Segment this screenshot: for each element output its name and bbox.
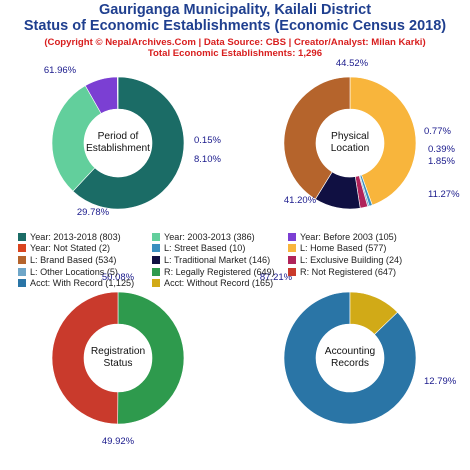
slice-percent-label: 1.85% bbox=[428, 156, 455, 167]
legend-item: Acct: With Record (1,125) bbox=[18, 277, 152, 289]
legend-label: L: Brand Based (534) bbox=[30, 254, 117, 265]
legend-item: L: Street Based (10) bbox=[152, 243, 288, 255]
legend-label: Year: Not Stated (2) bbox=[30, 243, 111, 254]
slice-percent-label: 50.08% bbox=[102, 272, 135, 283]
legend-label: L: Home Based (577) bbox=[300, 243, 387, 254]
donut-center-label: Records bbox=[331, 358, 369, 369]
legend-swatch bbox=[18, 279, 26, 288]
legend-swatch bbox=[152, 244, 160, 253]
legend-swatch bbox=[288, 267, 296, 276]
slice-percent-label: 0.77% bbox=[424, 126, 451, 137]
legend: Year: 2013-2018 (803) Year: 2003-2013 (38… bbox=[18, 231, 463, 289]
donut-hole bbox=[316, 324, 384, 392]
legend-item: L: Brand Based (534) bbox=[18, 254, 152, 266]
donut-slice bbox=[72, 76, 185, 210]
copyright-line: (Copyright © NepalArchives.Com | Data So… bbox=[44, 37, 426, 48]
donut-1: 44.52% 0.77% 0.39%1.85% 11.27% 41.20% Physica… bbox=[283, 58, 460, 210]
legend-label: Acct: Without Record (165) bbox=[164, 278, 274, 289]
legend-swatch bbox=[18, 267, 26, 276]
legend-swatch bbox=[152, 267, 160, 276]
legend-label: Year: 2003-2013 (386) bbox=[164, 231, 255, 242]
donut-hole bbox=[84, 109, 152, 177]
legend-label: Year: 2013-2018 (803) bbox=[30, 231, 121, 242]
legend-label: R: Not Registered (647) bbox=[300, 266, 397, 277]
legend-item: Year: Before 2003 (105) bbox=[288, 231, 463, 243]
slice-percent-label: 44.52% bbox=[336, 58, 369, 69]
donut-center-label: Status bbox=[104, 358, 133, 369]
donut-center-label: Physical bbox=[331, 131, 369, 142]
chart-title-line1: Gauriganga Municipality, Kailali Distric… bbox=[98, 2, 372, 18]
donut-center-label: Accounting bbox=[325, 346, 376, 357]
legend-item: L: Home Based (577) bbox=[288, 243, 463, 255]
donut-hole bbox=[316, 109, 384, 177]
chart-title-line2: Status of Economic Establishments (Econo… bbox=[23, 18, 447, 34]
donut-center-label: Registration bbox=[91, 346, 145, 357]
legend-swatch bbox=[152, 279, 160, 288]
donut-center-label: Period of bbox=[98, 131, 139, 142]
donut-center-label: Establishment bbox=[86, 143, 150, 154]
slice-percent-label: 11.27% bbox=[428, 189, 460, 200]
legend-item: Year: 2003-2013 (386) bbox=[152, 231, 288, 243]
legend-swatch bbox=[18, 244, 26, 253]
legend-label: Acct: With Record (1,125) bbox=[30, 278, 135, 289]
total-establishments: Total Economic Establishments: 1,296 bbox=[147, 48, 323, 59]
legend-item: L: Traditional Market (146) bbox=[152, 254, 288, 266]
legend-label: R: Legally Registered (649) bbox=[164, 266, 275, 277]
legend-item: Year: 2013-2018 (803) bbox=[18, 231, 152, 243]
legend-row: Acct: With Record (1,125) Acct: Without R… bbox=[18, 277, 463, 289]
legend-swatch bbox=[18, 232, 26, 241]
donut-0: 61.96% 29.78% 8.10% 0.15% Period ofEstablish… bbox=[44, 65, 222, 218]
slice-percent-label: 41.20% bbox=[284, 195, 317, 206]
legend-label: L: Exclusive Building (24) bbox=[300, 254, 403, 265]
legend-item: R: Not Registered (647) bbox=[288, 266, 463, 278]
legend-row: Year: 2013-2018 (803) Year: 2003-2013 (38… bbox=[18, 231, 463, 243]
legend-label: L: Other Locations (5) bbox=[30, 266, 118, 277]
slice-percent-label: 87.21% bbox=[260, 272, 293, 283]
legend-swatch bbox=[18, 255, 26, 264]
legend-swatch bbox=[152, 255, 160, 264]
legend-label: L: Street Based (10) bbox=[164, 243, 246, 254]
legend-label: Year: Before 2003 (105) bbox=[300, 231, 397, 242]
legend-item: Acct: Without Record (165) bbox=[152, 277, 288, 289]
legend-swatch bbox=[288, 255, 296, 264]
slice-percent-label: 61.96% bbox=[44, 65, 77, 76]
slice-percent-label: 0.39% bbox=[428, 144, 455, 155]
slice-percent-label: 49.92% bbox=[102, 436, 135, 447]
legend-swatch bbox=[288, 232, 296, 241]
legend-row: L: Other Locations (5) R: Legally Registe… bbox=[18, 266, 463, 278]
slice-percent-label: 8.10% bbox=[194, 154, 221, 165]
legend-item: L: Exclusive Building (24) bbox=[288, 254, 463, 266]
legend-item: L: Other Locations (5) bbox=[18, 266, 152, 278]
slice-percent-label: 0.15% bbox=[194, 135, 221, 146]
legend-row: L: Brand Based (534) L: Traditional Marke… bbox=[18, 254, 463, 266]
donut-hole bbox=[84, 324, 152, 392]
donut-slice bbox=[117, 76, 119, 110]
legend-item: Year: Not Stated (2) bbox=[18, 243, 152, 255]
legend-row: Year: Not Stated (2) L: Street Based (10)… bbox=[18, 243, 463, 255]
donut-center-label: Location bbox=[331, 143, 370, 154]
legend-swatch bbox=[152, 232, 160, 241]
slice-percent-label: 12.79% bbox=[424, 376, 457, 387]
legend-item: R: Legally Registered (649) bbox=[152, 266, 288, 278]
legend-swatch bbox=[288, 244, 296, 253]
donut-slice bbox=[51, 291, 119, 425]
legend-label: L: Traditional Market (146) bbox=[164, 254, 271, 265]
slice-percent-label: 29.78% bbox=[77, 207, 110, 218]
